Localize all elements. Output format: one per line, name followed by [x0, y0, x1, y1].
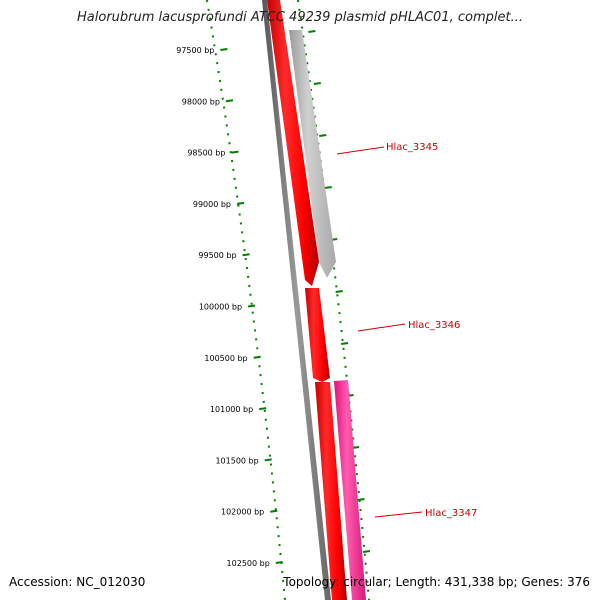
topology-summary: Topology: circular; Length: 431,338 bp; … [283, 575, 590, 589]
ruler-tick-label: 98000 bp [182, 97, 220, 106]
gene-label-hlac-3347[interactable]: Hlac_3347 [425, 508, 477, 519]
outer-ring-major-tick [335, 290, 343, 293]
ruler-major-tick [259, 407, 267, 411]
ruler-ticks [220, 48, 283, 564]
ruler-tick-label: 99500 bp [198, 251, 236, 260]
leader-line-hlac-3346 [357, 323, 406, 332]
leader-line-hlac-3347 [374, 511, 423, 518]
ruler-major-tick [247, 304, 256, 308]
ruler-tick-labels: 97500 bp 98000 bp 98500 bp 99000 bp 99500 bp… [176, 46, 270, 568]
outer-ring-major-tick [313, 82, 321, 85]
ruler-tick-label: 100000 bp [199, 303, 242, 312]
ruler-tick-label: 102500 bp [227, 559, 270, 568]
ruler-major-tick [225, 99, 234, 103]
ruler-tick-label: 100500 bp [204, 354, 247, 363]
gene-red-1[interactable] [267, 0, 319, 286]
gene-hlac-3347[interactable] [334, 380, 366, 600]
outer-ring-major-tick [362, 550, 371, 553]
map-title: Halorubrum lacusprofundi ATCC 49239 plas… [77, 10, 523, 25]
outer-ring-major-tick [308, 30, 316, 33]
ruler-dotted-line [206, 0, 286, 600]
ruler-tick-label: 98500 bp [187, 149, 225, 158]
gene-label-hlac-3345[interactable]: Hlac_3345 [386, 142, 438, 153]
outer-ring-major-tick [319, 134, 327, 137]
gene-label-hlac-3346[interactable]: Hlac_3346 [408, 320, 460, 331]
ruler-major-tick [242, 253, 250, 257]
ruler-tick-label: 99000 bp [193, 200, 231, 209]
outer-ring-major-tick [324, 186, 332, 189]
outer-ring-major-tick [357, 498, 365, 501]
ruler-tick-label: 102000 bp [221, 508, 264, 517]
ruler-tick-label: 101500 bp [215, 456, 258, 465]
ruler-major-tick [236, 201, 245, 205]
accession-text: Accession: NC_012030 [9, 575, 146, 589]
genome-backbone [262, 0, 331, 600]
ruler-tick-label: 101000 bp [210, 405, 253, 414]
ruler-major-tick [253, 355, 261, 359]
gene-hlac-3346[interactable] [305, 288, 330, 382]
leader-line-hlac-3345 [336, 146, 385, 155]
outer-ring-ticks [308, 30, 371, 553]
ruler-major-tick [231, 150, 239, 154]
ruler-major-tick [264, 458, 272, 462]
ruler-major-tick [270, 509, 278, 513]
ruler-major-tick [220, 48, 228, 51]
gene-red-3[interactable] [315, 382, 347, 600]
ruler-tick-label: 97500 bp [176, 46, 214, 55]
gene-hlac-3345[interactable] [289, 30, 336, 278]
outer-ring-major-tick [340, 342, 349, 345]
ruler-major-tick [275, 561, 283, 564]
